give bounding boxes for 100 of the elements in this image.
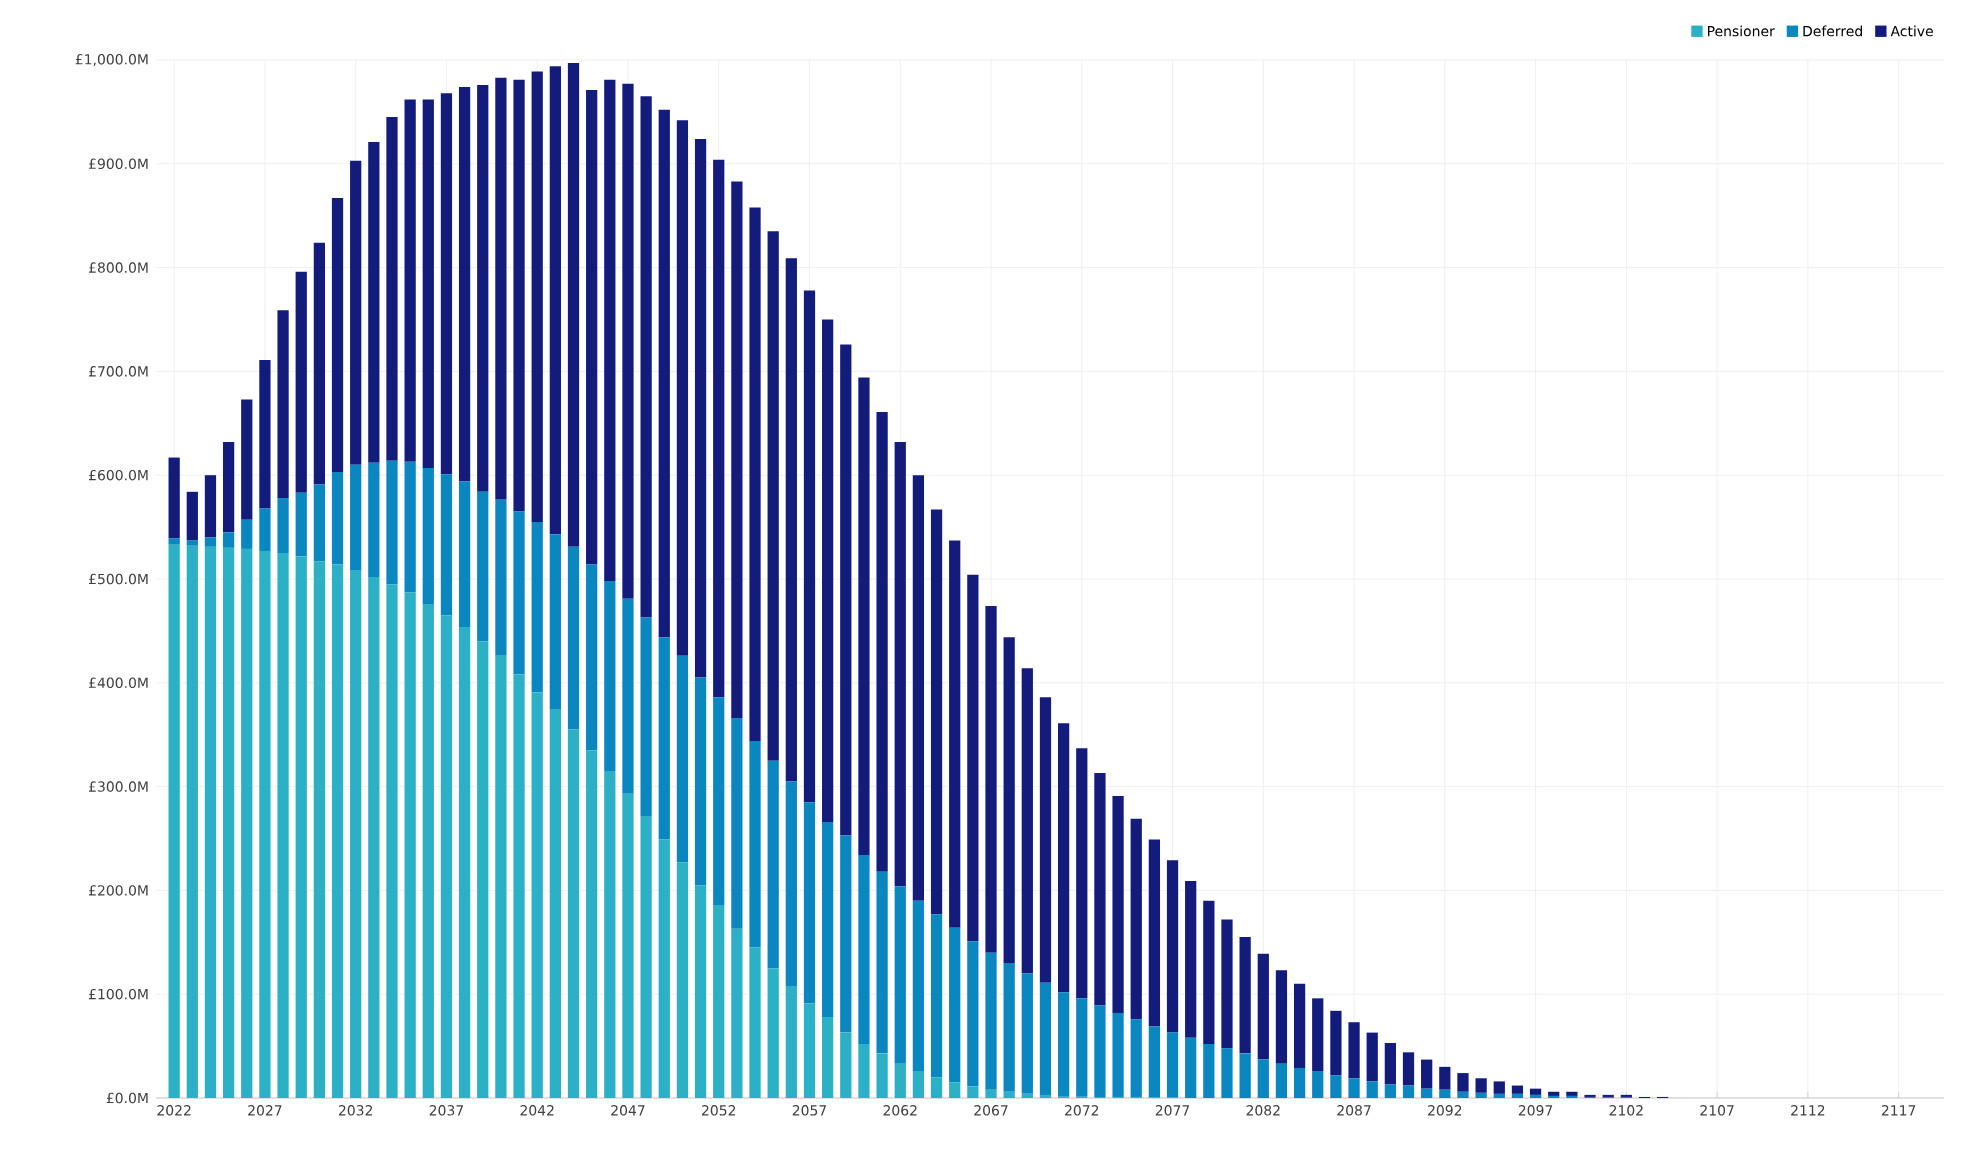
bar <box>676 862 689 1098</box>
bar <box>767 231 779 761</box>
bar <box>549 66 561 535</box>
bar <box>259 550 271 1098</box>
bar <box>1021 668 1033 974</box>
bar <box>1185 1037 1197 1098</box>
bar <box>1076 748 1088 999</box>
bar <box>513 674 525 1098</box>
bar <box>1057 992 1070 1096</box>
bar <box>1057 723 1070 993</box>
bar <box>1112 1012 1124 1097</box>
bar <box>531 71 543 522</box>
bar <box>876 1053 888 1098</box>
bar <box>386 117 398 461</box>
bar <box>1275 970 1288 1064</box>
bar <box>1421 1059 1433 1089</box>
bar <box>694 885 707 1098</box>
bar <box>1130 1019 1142 1097</box>
bar <box>458 481 471 628</box>
bar <box>1239 937 1251 1054</box>
bar <box>930 1077 943 1098</box>
bar <box>967 574 979 942</box>
bar <box>767 760 779 969</box>
bar <box>912 1071 925 1098</box>
bar <box>1148 839 1161 1027</box>
bar <box>295 271 307 493</box>
bar <box>295 492 307 557</box>
bar <box>822 1017 834 1098</box>
bar <box>1003 1091 1015 1098</box>
bar <box>967 1086 979 1098</box>
bar <box>1457 1091 1469 1098</box>
bar <box>658 109 670 638</box>
bar <box>313 484 325 562</box>
bar <box>694 138 707 678</box>
bar <box>658 839 670 1098</box>
bar <box>222 532 235 548</box>
bar <box>567 63 580 547</box>
bar <box>676 655 689 863</box>
bar <box>894 1063 906 1098</box>
bar <box>858 1044 870 1098</box>
bar <box>1384 1042 1396 1085</box>
bar <box>404 592 416 1098</box>
bar <box>912 475 925 901</box>
bar <box>567 546 580 730</box>
bar <box>350 570 362 1098</box>
bar <box>313 561 325 1098</box>
bar <box>1203 1044 1215 1098</box>
bar <box>949 927 961 1083</box>
bar <box>985 605 997 953</box>
bar <box>259 359 271 509</box>
bar <box>912 900 925 1072</box>
bar <box>549 534 561 710</box>
bar <box>713 904 725 1098</box>
bar <box>1312 998 1324 1072</box>
bar <box>1166 1032 1179 1097</box>
bar <box>513 79 525 512</box>
bar <box>586 90 598 565</box>
bar <box>930 509 943 915</box>
bar <box>186 545 198 1098</box>
bar <box>241 519 253 549</box>
bar <box>1221 1048 1233 1098</box>
bar <box>985 1089 997 1098</box>
bar <box>422 99 434 468</box>
bar <box>658 637 670 840</box>
bar <box>1076 998 1088 1096</box>
bar <box>1293 1067 1306 1098</box>
bar <box>785 258 797 782</box>
bar <box>350 464 362 571</box>
bar <box>204 475 217 538</box>
bar <box>368 141 380 463</box>
bar <box>1475 1078 1487 1093</box>
bar <box>1257 953 1269 1060</box>
bar <box>930 914 943 1078</box>
bar <box>168 538 180 545</box>
bar <box>168 544 180 1098</box>
bar <box>840 835 852 1033</box>
bar <box>458 86 471 482</box>
bar <box>1203 900 1215 1045</box>
bar <box>822 821 834 1018</box>
bar <box>477 641 489 1098</box>
bar <box>331 198 344 473</box>
bar <box>949 540 961 928</box>
bar <box>567 729 580 1098</box>
bar <box>1312 1071 1324 1098</box>
bar <box>513 511 525 675</box>
bar <box>1493 1081 1505 1094</box>
bar <box>1330 1010 1342 1076</box>
bar <box>1094 773 1106 1006</box>
bar <box>1348 1078 1360 1098</box>
bar <box>531 521 543 693</box>
bar <box>985 952 997 1090</box>
bar <box>1039 697 1052 983</box>
bar <box>1475 1092 1487 1098</box>
bar <box>1457 1073 1469 1092</box>
bar <box>295 556 307 1098</box>
bar <box>368 576 380 1098</box>
bar <box>1439 1089 1451 1098</box>
bar <box>404 99 416 462</box>
bar <box>1257 1059 1269 1098</box>
bar <box>767 968 779 1098</box>
